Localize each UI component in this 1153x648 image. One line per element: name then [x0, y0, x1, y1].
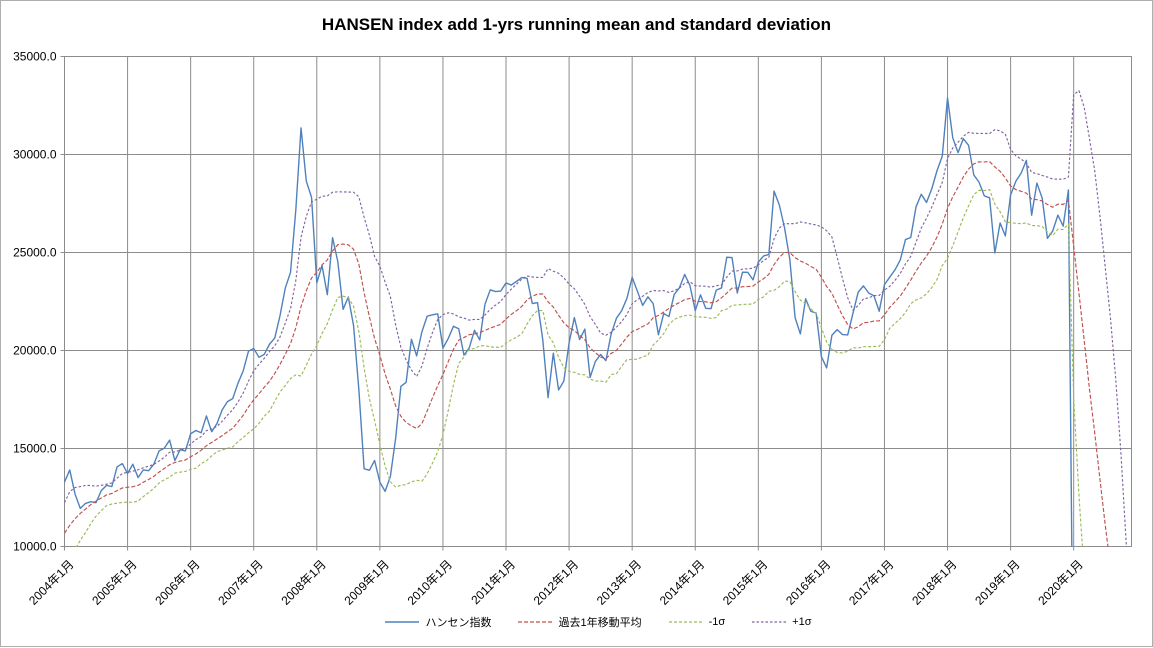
x-tick-label: 2006年1月 — [152, 557, 202, 607]
plot-border — [64, 56, 1132, 547]
x-tick-label: 2013年1月 — [594, 557, 644, 607]
y-tick-label: 20000.0 — [13, 344, 57, 358]
y-tick-label: 25000.0 — [13, 246, 57, 260]
chart-title: HANSEN index add 1-yrs running mean and … — [321, 15, 832, 34]
legend-item: ハンセン指数 — [384, 614, 491, 630]
y-tick-label: 15000.0 — [13, 442, 57, 456]
legend-item: +1σ — [751, 616, 812, 628]
x-tick-label: 2016年1月 — [783, 557, 833, 607]
x-tick-label: 2011年1月 — [468, 557, 518, 607]
series-line-minus-sigma — [75, 189, 1083, 547]
y-tick-label: 10000.0 — [13, 540, 57, 554]
legend-line-sample — [518, 621, 553, 623]
x-tick-label: 2009年1月 — [342, 557, 392, 607]
legend-line-sample — [385, 621, 420, 623]
y-tick-label: 35000.0 — [13, 50, 57, 64]
x-tick-label: 2018年1月 — [909, 557, 959, 607]
legend-item: -1σ — [668, 616, 726, 628]
legend: ハンセン指数 過去1年移動平均 -1σ +1σ — [64, 614, 1132, 630]
series-line-moving-average — [64, 161, 1109, 547]
x-tick-label: 2010年1月 — [405, 557, 455, 607]
x-tick-label: 2004年1月 — [26, 557, 76, 607]
x-tick-label: 2020年1月 — [1035, 557, 1085, 607]
x-tick-label: 2017年1月 — [846, 557, 896, 607]
legend-item-label: +1σ — [792, 616, 812, 628]
x-tick-label: 2012年1月 — [531, 557, 581, 607]
x-tick-label: 2015年1月 — [720, 557, 770, 607]
legend-item-label: ハンセン指数 — [425, 617, 492, 629]
legend-item-label: -1σ — [708, 616, 726, 628]
x-tick-label: 2008年1月 — [278, 557, 328, 607]
legend-line-sample — [752, 621, 787, 623]
legend-item: 過去1年移動平均 — [517, 614, 642, 630]
x-tick-label: 2019年1月 — [972, 557, 1022, 607]
legend-line-sample — [668, 621, 703, 623]
x-tick-label: 2007年1月 — [215, 557, 265, 607]
x-tick-label: 2005年1月 — [89, 557, 139, 607]
legend-item-label: 過去1年移動平均 — [558, 617, 642, 629]
series-line-plus-sigma — [63, 90, 1127, 547]
x-tick-label: 2014年1月 — [657, 557, 707, 607]
y-tick-label: 30000.0 — [13, 148, 57, 162]
series-line-index — [63, 97, 1073, 547]
